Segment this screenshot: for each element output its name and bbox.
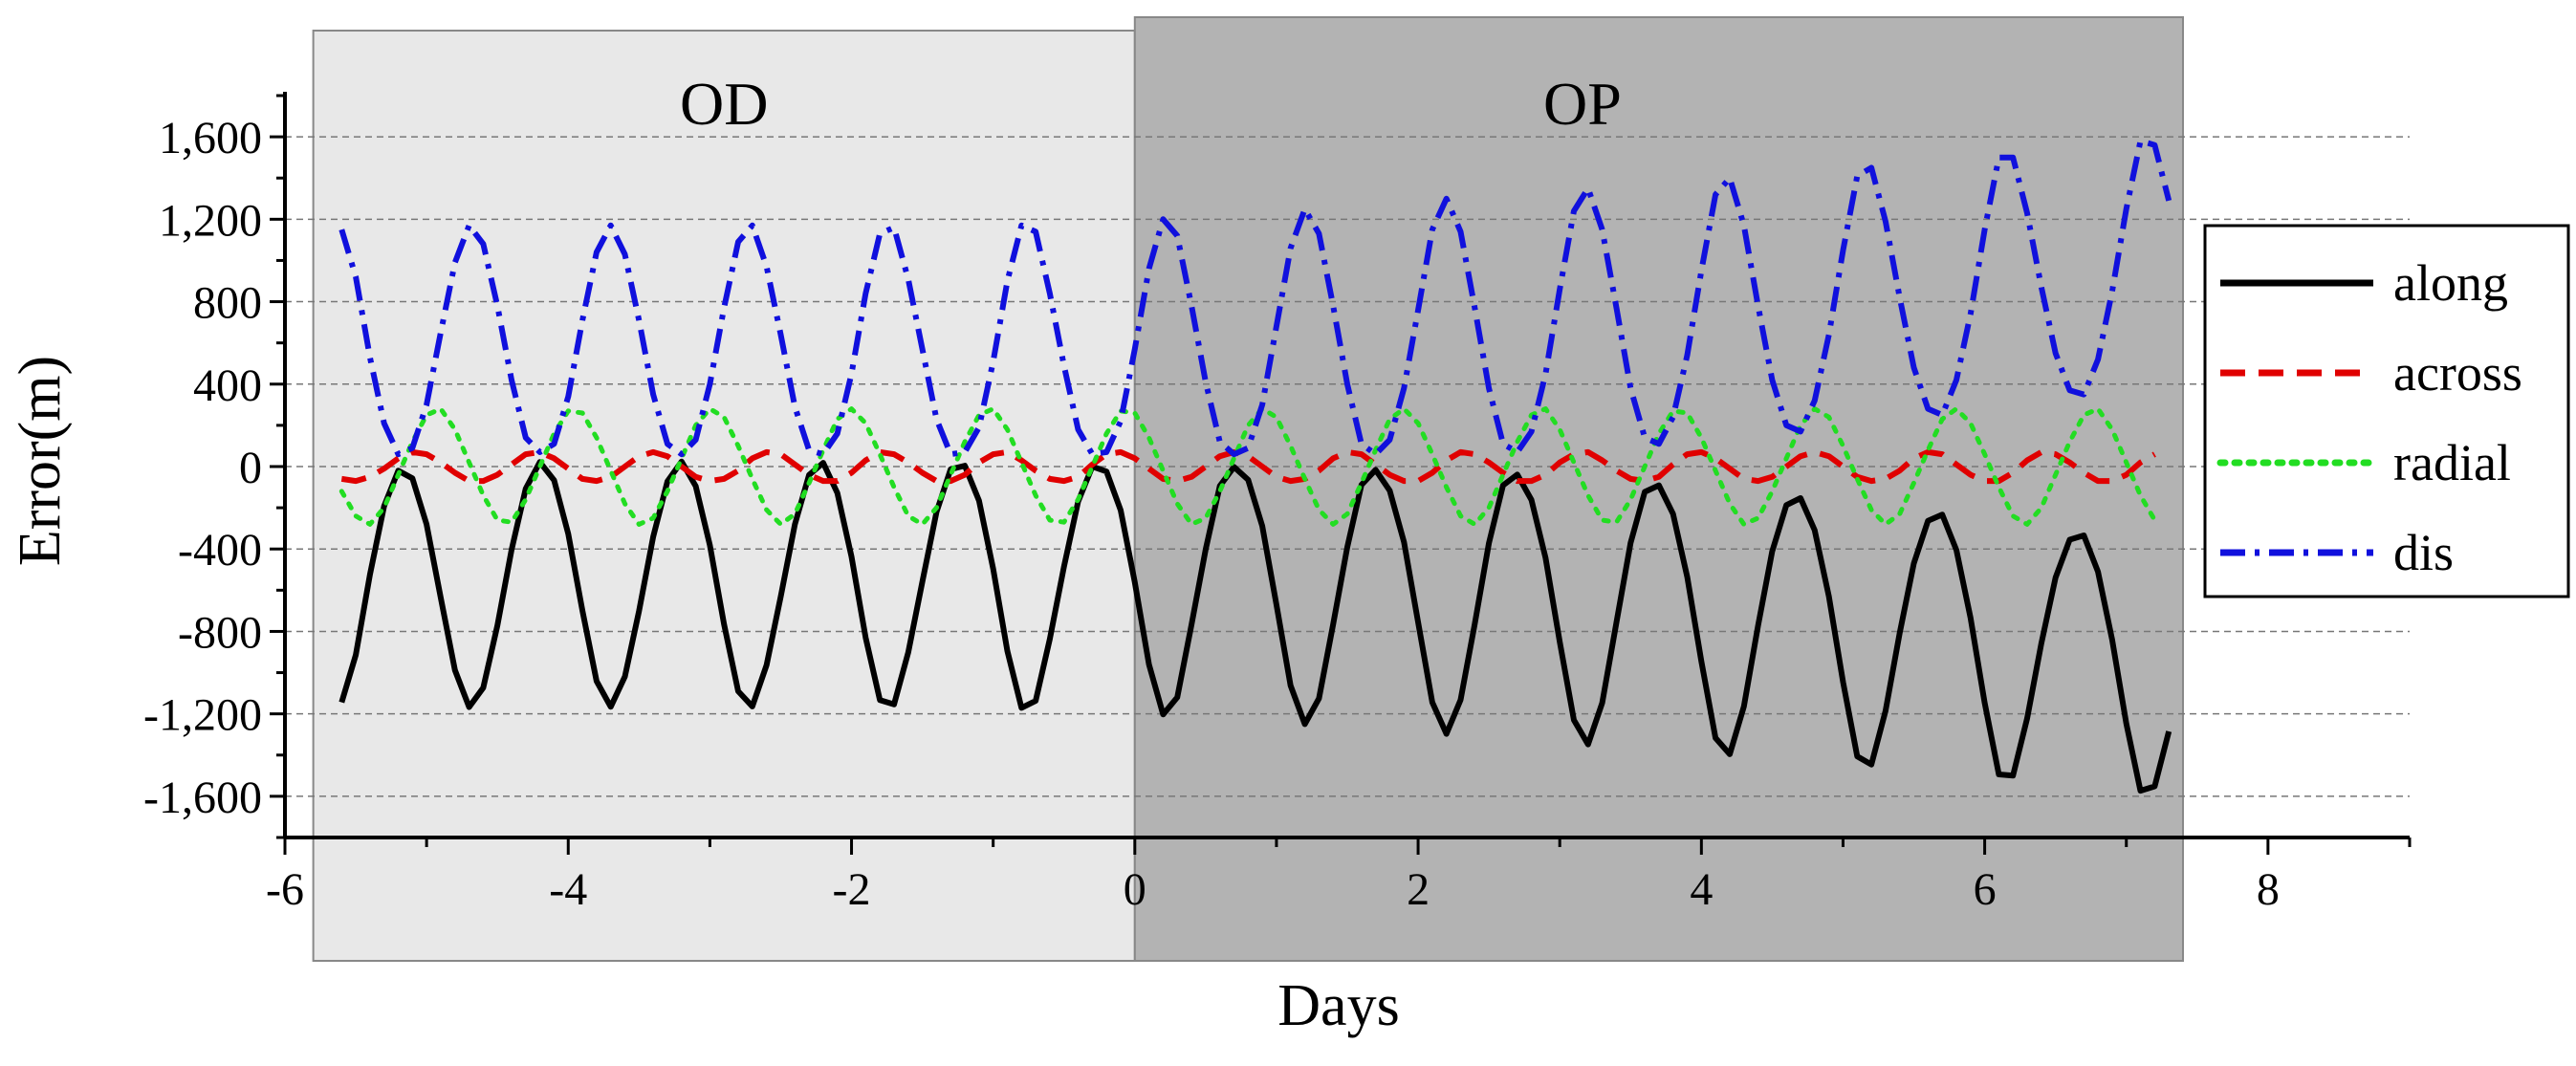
x-axis-title: Days [1277,973,1399,1038]
region-label-op: OP [1543,70,1622,138]
x-tick-label: 0 [1124,864,1146,915]
y-tick-label: 400 [193,360,262,411]
region-labels: OD OP [680,70,1622,138]
x-tick-label: 6 [1974,864,1997,915]
y-tick-label: 1,200 [159,195,262,246]
legend-box [2203,224,2570,598]
legend: along across radial dis [2203,224,2570,598]
y-tick-label: 800 [193,278,262,329]
y-tick-label: -400 [178,525,262,576]
legend-label-along: along [2393,254,2508,312]
region-label-od: OD [680,70,768,138]
regions-layer [312,16,2184,962]
x-tick-label: -2 [833,864,871,915]
legend-label-across: across [2393,344,2522,402]
y-tick-label: 1,600 [159,113,262,163]
y-axis-title: Error(m) [8,356,73,566]
series-radial [338,406,2157,527]
y-tick-label: -800 [178,607,262,658]
x-tick-label: -4 [549,864,587,915]
legend-label-radial: radial [2393,434,2511,491]
grid-layer [285,136,2410,797]
axes-layer: -1,600 -1,200 -800 -400 0 400 800 1,200 1,600 -6 -… [143,92,2412,915]
series-along [338,458,2172,794]
y-tick-label: -1,200 [143,690,262,741]
series-layer [338,138,2172,794]
x-tick-label: 8 [2257,864,2280,915]
y-tick-label: -1,600 [143,772,262,823]
x-tick-label: -6 [266,864,304,915]
region-od [312,30,1136,962]
legend-label-dis: dis [2393,524,2454,581]
y-tick-label: 0 [239,443,262,493]
x-tick-label: 4 [1690,864,1713,915]
series-across [340,448,2156,485]
x-tick-label: 2 [1407,864,1430,915]
